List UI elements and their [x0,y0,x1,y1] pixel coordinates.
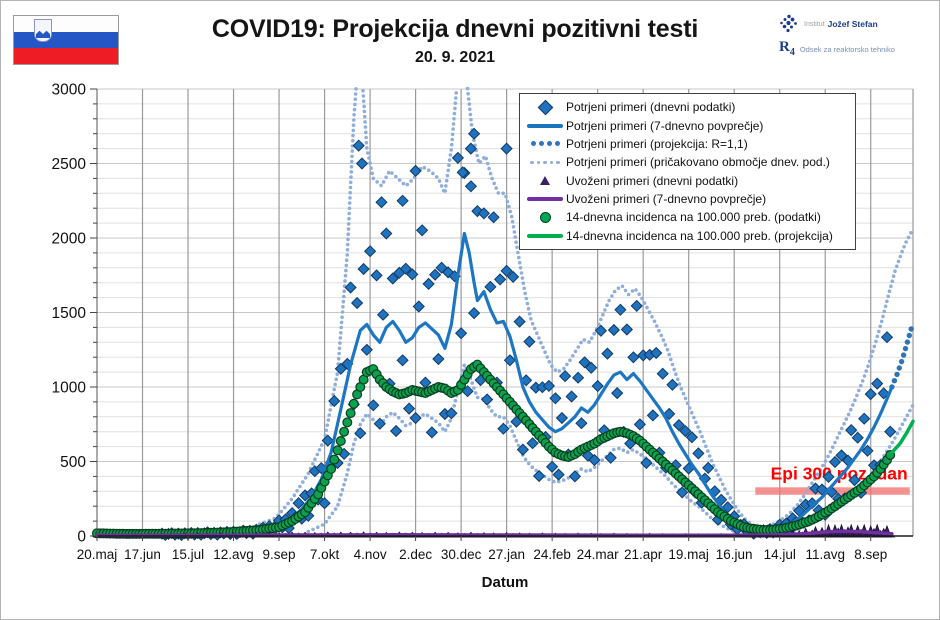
flag-coat-of-arms [34,19,52,42]
y-tick-label: 0 [77,529,86,546]
triglav-icon [36,30,50,38]
series-incidence-projection [890,419,915,455]
r4-icon: R4 [779,39,795,58]
legend-label: Potrjeni primeri (projekcija: R=1,1) [566,136,748,151]
legend-item: Potrjeni primeri (dnevni podatki) [524,99,851,115]
flag-stripe-white [14,16,118,32]
legend-label: 14-dnevna incidenca na 100.000 preb. (pr… [566,228,833,243]
legend-label: Potrjeni primeri (7-dnevno povprečje) [566,118,764,133]
report-date: 20. 9. 2021 [414,49,496,66]
x-tick-label: 11.avg [805,547,845,562]
header: COVID19: Projekcija dnevni pozitivni tes… [131,15,779,67]
y-tick-label: 500 [60,454,86,471]
slovenia-flag [13,15,119,65]
chart-legend: Potrjeni primeri (dnevni podatki) Potrje… [519,93,856,250]
x-tick-label: 24.mar [577,547,620,562]
x-tick-label: 30.dec [441,547,482,562]
diamond-marker-icon [524,99,566,115]
x-tick-label: 12.avg [213,547,254,562]
y-tick-label: 2000 [52,231,87,248]
x-tick-label: 7.okt [310,547,340,562]
legend-item: Uvoženi primeri (dnevni podatki) [524,175,851,187]
y-tick-label: 3000 [52,82,87,99]
legend-item: Potrjeni primeri (projekcija: R=1,1) [524,138,851,150]
y-tick-label: 2500 [52,156,87,173]
flag-stripe-blue [14,31,118,48]
blue-line-marker-icon [524,123,566,128]
x-tick-label: 4.nov [354,547,387,562]
x-tick-label: 15.jul [172,547,204,562]
x-tick-label: 24.feb [533,547,571,562]
x-tick-label: 9.sep [263,547,296,562]
axes: 0 500 1000 1500 2000 2500 3000 20.maj 17.jun 15.j… [52,82,913,591]
legend-label: Uvoženi primeri (7-dnevno povprečje) [566,192,767,207]
triangle-marker-icon [524,176,566,186]
x-axis-title: Datum [482,574,529,591]
r4-logo-row: R4 Odsek za reaktorsko tehniko [779,40,929,58]
ijs-prefix-label: Institut [804,20,825,28]
legend-label: Uvoženi primeri (dnevni podatki) [566,173,739,188]
x-tick-label: 20.maj [77,547,118,562]
light-dots-marker-icon [524,160,566,165]
legend-item: Uvoženi primeri (7-dnevno povprečje) [524,193,851,205]
legend-label: 14-dnevna incidenca na 100.000 preb. (po… [566,210,821,225]
x-tick-label: 21.apr [624,547,663,562]
x-tick-label: 19.maj [668,547,709,562]
ijs-logo-row: Institut Jožef Stefan [779,14,929,34]
x-tick-label: 14.jul [764,547,796,562]
legend-item: Potrjeni primeri (pričakovano območje dn… [524,156,851,168]
flag-stripe-red [14,47,118,64]
green-line-marker-icon [524,233,566,238]
department-label: Odsek za reaktorsko tehniko [799,44,895,54]
legend-label: Potrjeni primeri (dnevni podatki) [566,100,736,115]
x-tick-label: 17.jun [124,547,161,562]
legend-item: 14-dnevna incidenca na 100.000 preb. (po… [524,211,851,223]
purple-line-marker-icon [524,197,566,202]
green-circle-marker-icon [524,211,566,223]
legend-item: 14-dnevna incidenca na 100.000 preb. (pr… [524,230,851,242]
y-tick-label: 1000 [52,380,87,397]
x-tick-label: 8.sep [854,547,887,562]
y-tick-label: 1500 [52,305,87,322]
series-expected_upper [257,86,913,529]
ijs-name-label: Jožef Stefan [827,19,878,29]
ijs-dots-icon [780,14,797,33]
legend-label: Potrjeni primeri (pričakovano območje dn… [566,155,830,170]
x-tick-label: 16.jun [716,547,753,562]
blue-dots-marker-icon [524,141,566,147]
series-confirmed_projection [889,326,914,390]
x-tick-label: 27.jan [488,547,525,562]
page-title: COVID19: Projekcija dnevni pozitivni tes… [211,15,699,43]
legend-item: Potrjeni primeri (7-dnevno povprečje) [524,120,851,132]
x-tick-label: 2.dec [399,547,432,562]
institute-logos: Institut Jožef Stefan R4 Odsek za reakto… [779,14,929,64]
